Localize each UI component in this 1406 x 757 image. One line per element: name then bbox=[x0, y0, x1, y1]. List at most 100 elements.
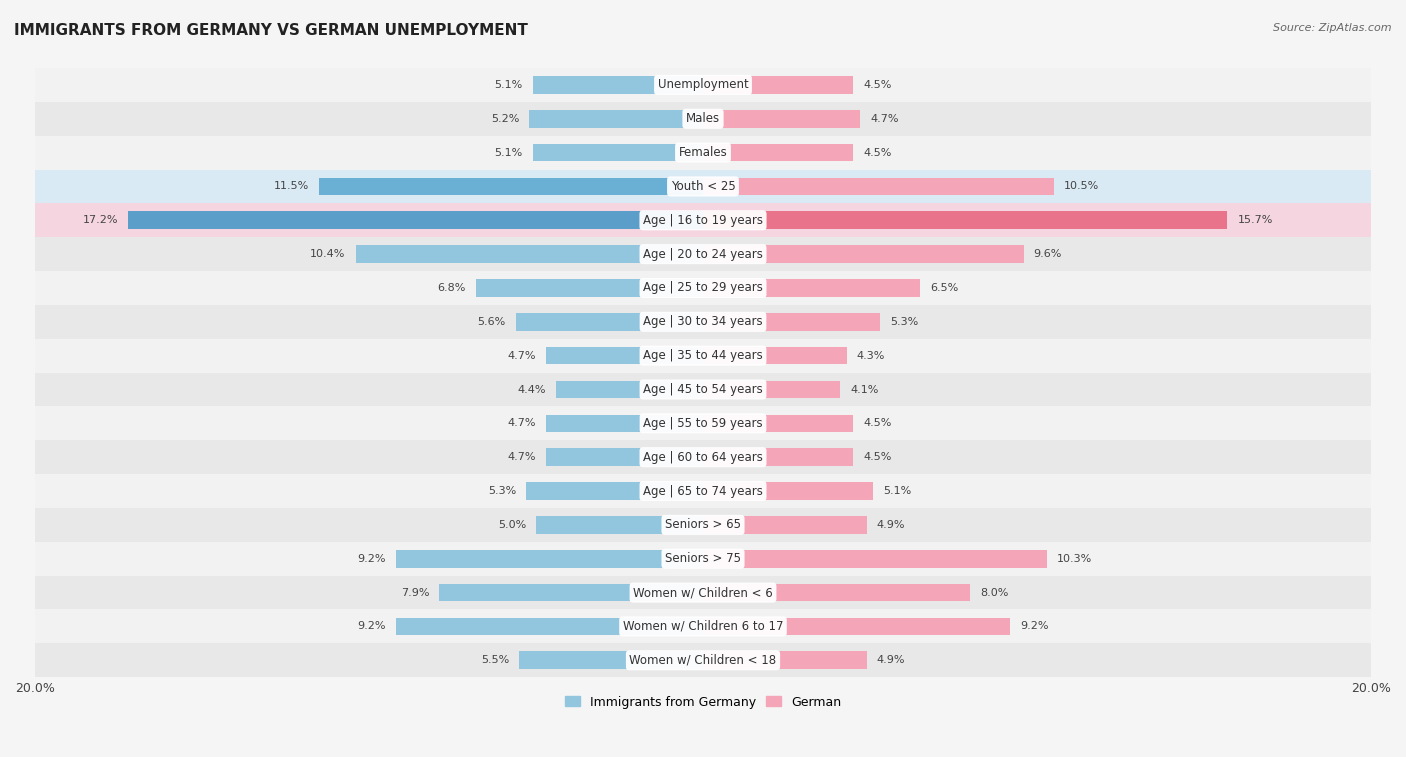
Text: 4.9%: 4.9% bbox=[877, 656, 905, 665]
Bar bbox=[703, 347, 846, 364]
Text: IMMIGRANTS FROM GERMANY VS GERMAN UNEMPLOYMENT: IMMIGRANTS FROM GERMANY VS GERMAN UNEMPL… bbox=[14, 23, 527, 38]
Text: 8.0%: 8.0% bbox=[980, 587, 1008, 597]
Bar bbox=[703, 76, 853, 94]
Text: Age | 16 to 19 years: Age | 16 to 19 years bbox=[643, 213, 763, 227]
Text: 4.5%: 4.5% bbox=[863, 452, 891, 463]
Bar bbox=[546, 347, 703, 364]
Bar bbox=[703, 448, 853, 466]
Bar bbox=[35, 441, 1371, 474]
Bar bbox=[546, 448, 703, 466]
Bar bbox=[35, 102, 1371, 136]
Bar bbox=[703, 110, 860, 127]
Text: 6.5%: 6.5% bbox=[931, 283, 959, 293]
Bar bbox=[395, 550, 703, 568]
Text: 9.2%: 9.2% bbox=[357, 553, 385, 564]
Bar bbox=[35, 542, 1371, 575]
Text: Age | 65 to 74 years: Age | 65 to 74 years bbox=[643, 484, 763, 497]
Bar bbox=[319, 178, 703, 195]
Text: Source: ZipAtlas.com: Source: ZipAtlas.com bbox=[1274, 23, 1392, 33]
Bar bbox=[516, 313, 703, 331]
Text: 4.5%: 4.5% bbox=[863, 419, 891, 428]
Text: 4.7%: 4.7% bbox=[508, 350, 536, 360]
Text: Age | 45 to 54 years: Age | 45 to 54 years bbox=[643, 383, 763, 396]
Text: Age | 30 to 34 years: Age | 30 to 34 years bbox=[643, 316, 763, 329]
Text: 4.7%: 4.7% bbox=[508, 452, 536, 463]
Bar bbox=[533, 144, 703, 161]
Bar bbox=[546, 415, 703, 432]
Text: 6.8%: 6.8% bbox=[437, 283, 465, 293]
Text: 5.1%: 5.1% bbox=[495, 80, 523, 90]
Text: Women w/ Children 6 to 17: Women w/ Children 6 to 17 bbox=[623, 620, 783, 633]
Bar bbox=[703, 482, 873, 500]
Bar bbox=[395, 618, 703, 635]
Text: 9.2%: 9.2% bbox=[357, 621, 385, 631]
Bar bbox=[703, 516, 866, 534]
Text: Youth < 25: Youth < 25 bbox=[671, 180, 735, 193]
Text: 5.5%: 5.5% bbox=[481, 656, 509, 665]
Bar bbox=[128, 211, 703, 229]
Text: 4.7%: 4.7% bbox=[870, 114, 898, 123]
Text: 4.5%: 4.5% bbox=[863, 80, 891, 90]
Bar bbox=[35, 170, 1371, 204]
Text: 4.7%: 4.7% bbox=[508, 419, 536, 428]
Text: Unemployment: Unemployment bbox=[658, 79, 748, 92]
Bar bbox=[35, 68, 1371, 102]
Text: 4.5%: 4.5% bbox=[863, 148, 891, 157]
Bar bbox=[703, 550, 1047, 568]
Bar bbox=[35, 407, 1371, 441]
Text: 5.3%: 5.3% bbox=[488, 486, 516, 496]
Text: 10.5%: 10.5% bbox=[1064, 182, 1099, 192]
Text: 4.3%: 4.3% bbox=[856, 350, 884, 360]
Bar bbox=[35, 372, 1371, 407]
Text: 15.7%: 15.7% bbox=[1237, 215, 1272, 226]
Bar bbox=[703, 279, 920, 297]
Bar bbox=[703, 313, 880, 331]
Text: Women w/ Children < 18: Women w/ Children < 18 bbox=[630, 654, 776, 667]
Text: Males: Males bbox=[686, 112, 720, 125]
Bar bbox=[35, 136, 1371, 170]
Bar bbox=[35, 271, 1371, 305]
Bar bbox=[35, 338, 1371, 372]
Bar bbox=[35, 575, 1371, 609]
Bar bbox=[519, 652, 703, 669]
Text: 4.1%: 4.1% bbox=[851, 385, 879, 394]
Text: Age | 35 to 44 years: Age | 35 to 44 years bbox=[643, 349, 763, 362]
Text: Seniors > 75: Seniors > 75 bbox=[665, 552, 741, 565]
Bar bbox=[35, 643, 1371, 678]
Text: Females: Females bbox=[679, 146, 727, 159]
Text: 5.3%: 5.3% bbox=[890, 317, 918, 327]
Bar bbox=[703, 618, 1011, 635]
Text: 9.2%: 9.2% bbox=[1021, 621, 1049, 631]
Bar bbox=[536, 516, 703, 534]
Text: Age | 55 to 59 years: Age | 55 to 59 years bbox=[643, 417, 763, 430]
Bar bbox=[35, 609, 1371, 643]
Text: Age | 60 to 64 years: Age | 60 to 64 years bbox=[643, 450, 763, 464]
Bar bbox=[35, 474, 1371, 508]
Bar bbox=[526, 482, 703, 500]
Text: Seniors > 65: Seniors > 65 bbox=[665, 519, 741, 531]
Bar bbox=[703, 178, 1053, 195]
Text: 7.9%: 7.9% bbox=[401, 587, 429, 597]
Bar bbox=[555, 381, 703, 398]
Legend: Immigrants from Germany, German: Immigrants from Germany, German bbox=[560, 690, 846, 714]
Text: 11.5%: 11.5% bbox=[274, 182, 309, 192]
Bar bbox=[475, 279, 703, 297]
Text: Women w/ Children < 6: Women w/ Children < 6 bbox=[633, 586, 773, 599]
Text: 5.0%: 5.0% bbox=[498, 520, 526, 530]
Bar bbox=[35, 204, 1371, 237]
Bar bbox=[35, 237, 1371, 271]
Text: 4.9%: 4.9% bbox=[877, 520, 905, 530]
Text: 5.1%: 5.1% bbox=[883, 486, 911, 496]
Text: 10.4%: 10.4% bbox=[311, 249, 346, 259]
Bar bbox=[439, 584, 703, 601]
Bar bbox=[533, 76, 703, 94]
Bar bbox=[703, 211, 1227, 229]
Bar bbox=[356, 245, 703, 263]
Text: Age | 20 to 24 years: Age | 20 to 24 years bbox=[643, 248, 763, 260]
Text: 17.2%: 17.2% bbox=[83, 215, 118, 226]
Text: 10.3%: 10.3% bbox=[1057, 553, 1092, 564]
Bar bbox=[703, 584, 970, 601]
Text: 5.2%: 5.2% bbox=[491, 114, 519, 123]
Bar bbox=[703, 415, 853, 432]
Bar bbox=[35, 305, 1371, 338]
